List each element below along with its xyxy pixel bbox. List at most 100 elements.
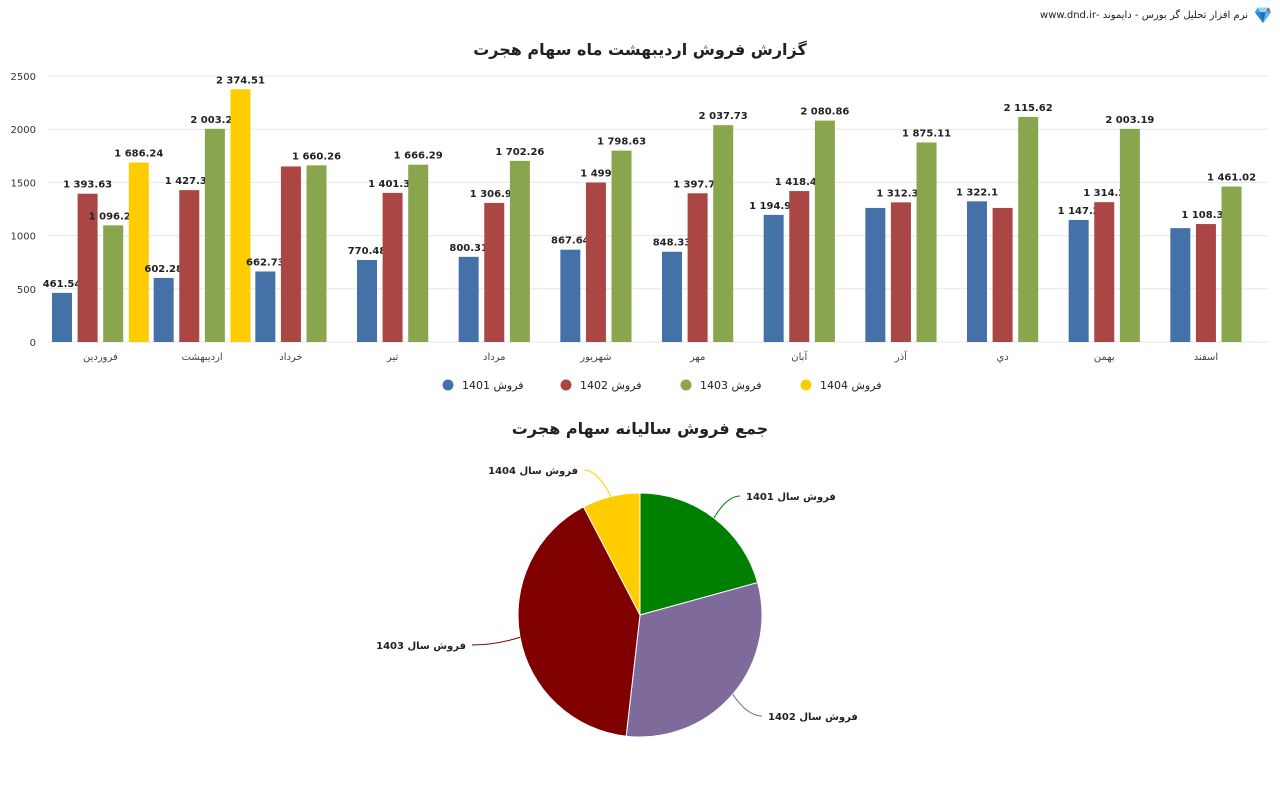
data-label: 1 427.35 <box>165 176 214 187</box>
data-label: 461.54 <box>43 279 82 290</box>
bar <box>662 251 682 342</box>
bar <box>814 120 835 342</box>
bar <box>916 142 937 342</box>
bar <box>153 277 174 342</box>
data-label: 1 499 <box>580 169 611 180</box>
bar <box>687 193 708 342</box>
data-label: 1 666.29 <box>394 151 443 162</box>
data-label: 1 418.45 <box>775 177 824 188</box>
y-tick-label: 2000 <box>11 125 36 136</box>
pie-slice-label: فروش سال 1401 <box>746 492 836 503</box>
diamond-logo-icon <box>1254 7 1272 24</box>
bar <box>789 191 810 342</box>
bar <box>128 162 149 342</box>
brand-text: نرم افزار تحلیل گر بورس - دایموند -www.d… <box>1040 9 1248 21</box>
data-label: 1 686.24 <box>114 149 163 160</box>
bar <box>992 207 1013 342</box>
pie-slice-label: فروش سال 1404 <box>488 466 578 477</box>
data-label: 2 080.86 <box>800 107 849 118</box>
legend-label: فروش 1402 <box>580 379 642 392</box>
data-label: 848.33 <box>653 238 692 249</box>
data-label: 1 306.95 <box>470 189 519 200</box>
data-label: 1 147.2 <box>1058 206 1100 217</box>
data-label: 2 374.51 <box>216 75 265 86</box>
bar <box>713 125 734 342</box>
bar <box>1195 224 1216 342</box>
bar <box>611 150 632 342</box>
pie-slice <box>625 581 763 738</box>
bar <box>204 128 225 342</box>
data-label: 1 096.27 <box>89 211 138 222</box>
data-label: 800.31 <box>449 243 488 254</box>
y-tick-label: 1500 <box>11 178 36 189</box>
x-tick-label: فروردین <box>83 352 118 363</box>
legend-label: فروش 1404 <box>820 379 882 392</box>
bar <box>103 225 124 342</box>
bar <box>255 271 276 342</box>
bar <box>458 256 479 342</box>
data-label: 1 798.63 <box>597 137 646 148</box>
x-tick-label: مهر <box>689 352 705 363</box>
bar <box>408 164 429 342</box>
data-label: 1 660.26 <box>292 151 341 162</box>
bar <box>382 192 403 342</box>
y-tick-label: 500 <box>17 285 36 296</box>
bar <box>230 89 251 342</box>
bar-chart-title: گزارش فروش اردیبهشت ماه سهام هجرت <box>473 40 807 59</box>
pie-slice <box>582 492 641 616</box>
data-label: 1 393.63 <box>63 180 112 191</box>
data-label: 2 003.27 <box>190 115 239 126</box>
bar <box>1119 128 1140 342</box>
data-label: 867.64 <box>551 236 590 247</box>
pie-connector <box>583 469 612 497</box>
x-tick-label: آبان <box>791 350 808 363</box>
bar <box>280 166 301 342</box>
data-label: 770.48 <box>348 246 387 257</box>
legend-marker <box>442 379 454 391</box>
x-tick-label: خرداد <box>279 352 302 363</box>
bar <box>1018 116 1039 342</box>
data-label: 1 397.76 <box>673 179 722 190</box>
bar <box>52 292 72 342</box>
data-label: 2 115.62 <box>1004 103 1053 114</box>
x-tick-label: اردیبهشت <box>181 352 222 363</box>
x-tick-label: اسفند <box>1194 352 1218 363</box>
brand-header[interactable]: نرم افزار تحلیل گر بورس - دایموند -www.d… <box>1040 6 1272 24</box>
bar <box>763 214 784 342</box>
pie-connector <box>471 636 521 646</box>
data-label: 1 194.96 <box>749 201 798 212</box>
y-tick-label: 0 <box>30 338 36 349</box>
x-tick-label: بهمن <box>1094 352 1115 363</box>
x-tick-label: دي <box>996 352 1008 363</box>
pie-slice-label: فروش سال 1403 <box>376 641 466 652</box>
x-tick-label: آذر <box>894 350 908 363</box>
bar <box>357 260 377 342</box>
data-label: 1 108.39 <box>1181 210 1230 221</box>
pie-chart-title: جمع فروش سالیانه سهام هجرت <box>512 419 769 438</box>
pie-connector <box>732 694 763 717</box>
data-label: 1 461.02 <box>1207 173 1256 184</box>
legend-marker <box>800 379 812 391</box>
x-tick-label: تیر <box>386 352 399 363</box>
y-tick-label: 2500 <box>11 72 36 83</box>
bar <box>1221 186 1242 342</box>
data-label: 1 401.37 <box>368 179 417 190</box>
data-label: 602.28 <box>144 264 183 275</box>
bar <box>484 202 505 342</box>
pie-slice-label: فروش سال 1402 <box>768 712 858 723</box>
data-label: 1 875.11 <box>902 128 951 139</box>
data-label: 2 003.19 <box>1105 115 1154 126</box>
bar <box>77 193 98 342</box>
x-tick-label: شهریور <box>579 352 611 363</box>
x-tick-label: مرداد <box>483 352 506 363</box>
data-label: 662.73 <box>246 257 285 268</box>
data-label: 1 312.39 <box>876 188 925 199</box>
data-label: 1 702.26 <box>495 147 544 158</box>
pie-slice <box>639 492 759 616</box>
bar <box>560 249 581 342</box>
bar <box>890 202 911 342</box>
bar <box>1170 228 1191 342</box>
data-label: 2 037.73 <box>699 111 748 122</box>
